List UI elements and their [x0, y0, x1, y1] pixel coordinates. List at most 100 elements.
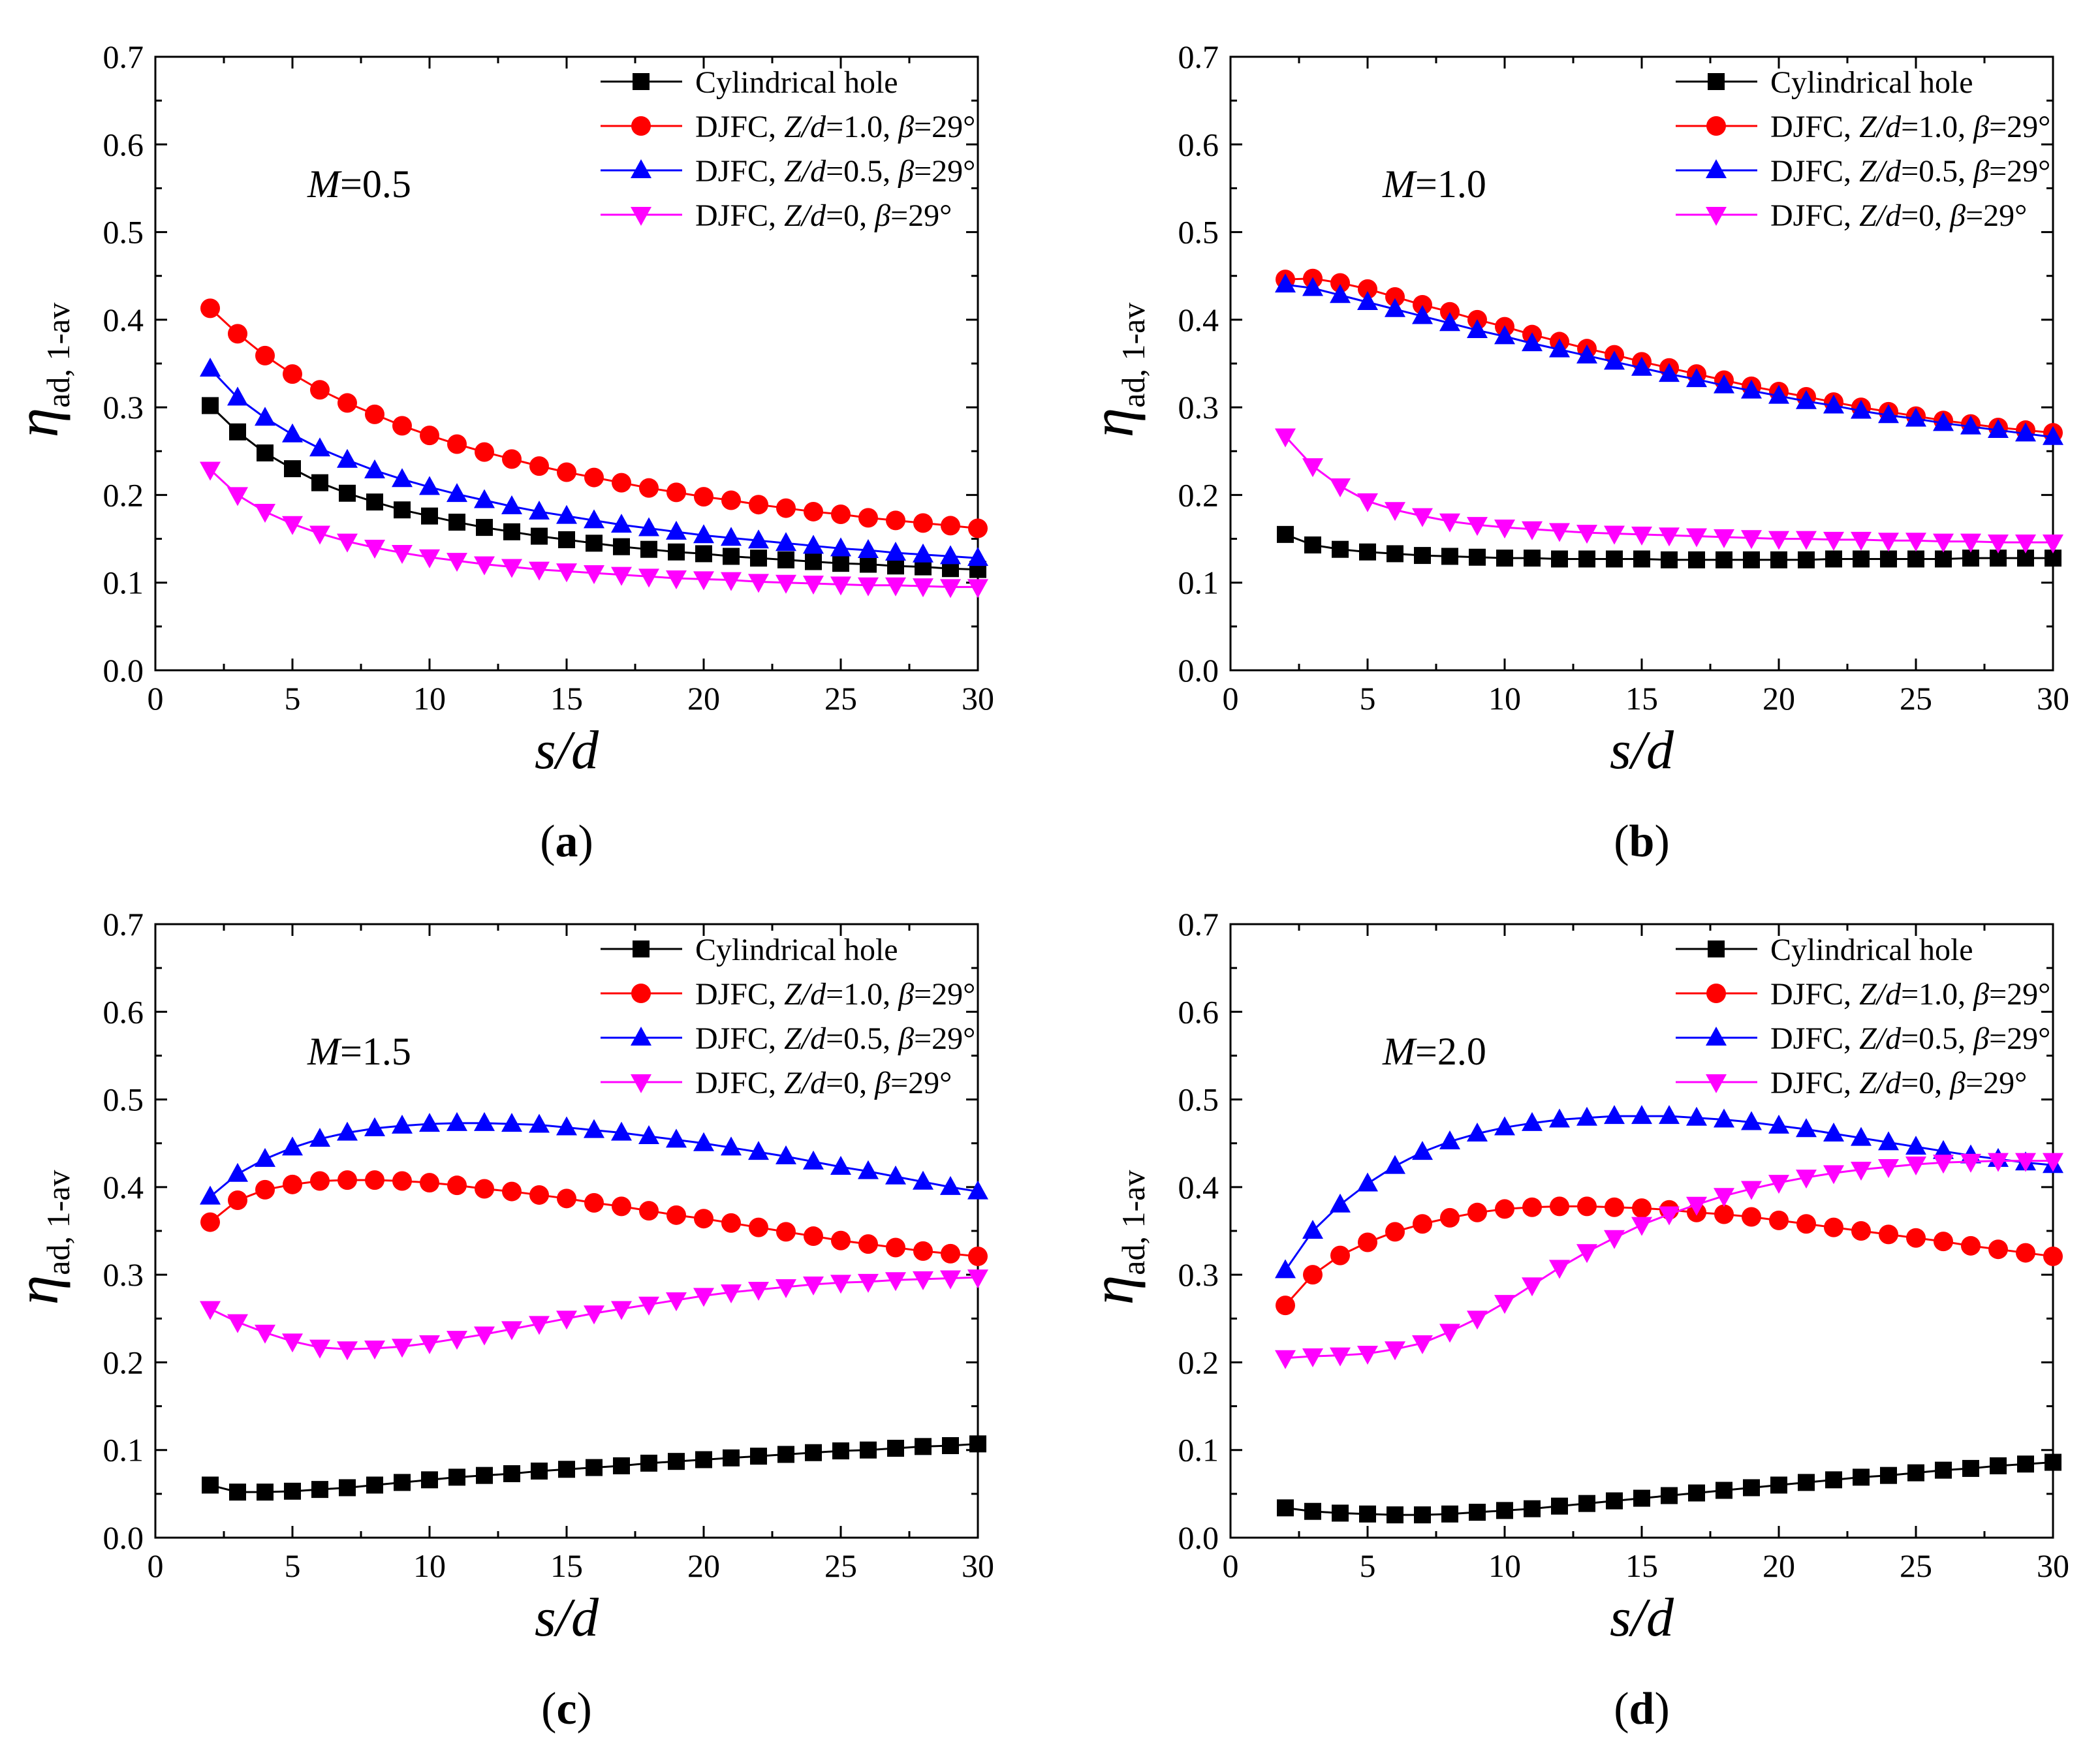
annotation: M=1.0 [1382, 163, 1486, 206]
data-point [858, 1273, 879, 1293]
data-point [942, 1437, 959, 1454]
data-point [1578, 550, 1595, 568]
data-point [1796, 1214, 1816, 1234]
data-point [1276, 1296, 1295, 1316]
data-point [940, 1175, 961, 1195]
data-point [1275, 1259, 1296, 1279]
data-point [1550, 1196, 1569, 1217]
data-point [830, 537, 851, 557]
data-point [1304, 1502, 1321, 1520]
data-point [915, 1438, 932, 1455]
series-3 [1275, 1153, 2063, 1369]
data-point [1467, 1311, 1488, 1330]
y-tick-label: 0.7 [1178, 906, 1219, 942]
data-point [611, 514, 632, 533]
legend-marker [631, 207, 651, 226]
legend-item: DJFC, Z/d=0, β=29° [601, 1066, 952, 1100]
y-tick-label: 0.5 [103, 1081, 144, 1118]
data-point [200, 1185, 221, 1205]
legend-item: Cylindrical hole [601, 933, 898, 967]
data-point [1633, 1489, 1650, 1507]
y-tick-label: 0.5 [1178, 214, 1219, 251]
data-point [1769, 1210, 1789, 1230]
data-point [886, 1237, 905, 1258]
data-point [1551, 550, 1568, 568]
data-point [392, 1114, 413, 1134]
data-point [748, 574, 769, 593]
data-point [1330, 1193, 1351, 1213]
legend-item: DJFC, Z/d=0, β=29° [1676, 1066, 2027, 1100]
data-point [967, 1269, 988, 1289]
data-point [1824, 1217, 1843, 1237]
data-point [1414, 547, 1431, 565]
data-point [1413, 295, 1432, 315]
data-point [1413, 1214, 1432, 1234]
data-point [337, 448, 358, 468]
data-point [1440, 302, 1460, 322]
data-point [1440, 1207, 1460, 1228]
data-point [1659, 1206, 1680, 1226]
data-point [1522, 1277, 1543, 1297]
data-point [447, 1111, 467, 1131]
data-point [831, 504, 851, 524]
data-point [282, 1333, 303, 1353]
data-point [1853, 550, 1870, 568]
data-point [1495, 1199, 1514, 1219]
data-point [1796, 1170, 1817, 1189]
data-point [421, 1471, 438, 1489]
data-point [200, 461, 221, 481]
data-point [364, 540, 385, 559]
series-0 [1277, 1453, 2061, 1524]
data-point [1604, 1105, 1625, 1125]
data-point [804, 1226, 823, 1247]
data-point [1522, 521, 1543, 540]
data-point [503, 1465, 520, 1482]
legend-label: DJFC, Z/d=1.0, β=29° [695, 110, 975, 144]
data-point [584, 467, 604, 488]
data-point [1604, 525, 1625, 545]
data-point [556, 1116, 577, 1136]
x-tick-label: 15 [1625, 1547, 1658, 1584]
legend-item: DJFC, Z/d=0, β=29° [1676, 198, 2027, 233]
annotation: M=1.5 [307, 1030, 411, 1073]
data-point [638, 568, 659, 588]
data-point [1551, 1497, 1568, 1515]
data-point [1878, 533, 1899, 552]
data-point [1768, 1175, 1789, 1194]
y-tick-label: 0.6 [1178, 126, 1219, 163]
x-tick-label: 30 [962, 1547, 994, 1584]
data-point [2015, 422, 2036, 442]
data-point [501, 495, 522, 514]
data-point [1332, 1504, 1349, 1522]
data-point [1469, 1504, 1486, 1521]
data-point [1768, 531, 1789, 550]
x-axis-label: s/d [1610, 1587, 1674, 1648]
data-point [584, 1193, 604, 1213]
data-point [1880, 550, 1897, 568]
data-point [556, 563, 577, 583]
y-tick-label: 0.2 [103, 1344, 144, 1380]
data-point [257, 444, 274, 461]
data-point [1604, 350, 1625, 370]
data-point [611, 567, 632, 586]
data-point [2043, 1153, 2063, 1172]
data-point [1716, 1482, 1732, 1499]
data-point [723, 548, 740, 565]
data-point [913, 1170, 933, 1190]
data-point [1302, 277, 1323, 296]
data-point [1496, 550, 1513, 567]
data-point [1385, 502, 1405, 521]
data-point [420, 1173, 439, 1193]
legend-label: Cylindrical hole [695, 65, 898, 100]
data-point [613, 538, 630, 555]
data-point [693, 524, 714, 544]
y-tick-label: 0.4 [1178, 302, 1219, 338]
data-point [1467, 318, 1488, 338]
legend-item: DJFC, Z/d=1.0, β=29° [1676, 110, 2050, 144]
data-point [1494, 325, 1515, 345]
legend-marker [631, 116, 651, 136]
data-point [1385, 1155, 1405, 1174]
data-point [666, 570, 687, 589]
data-point [1716, 551, 1732, 568]
